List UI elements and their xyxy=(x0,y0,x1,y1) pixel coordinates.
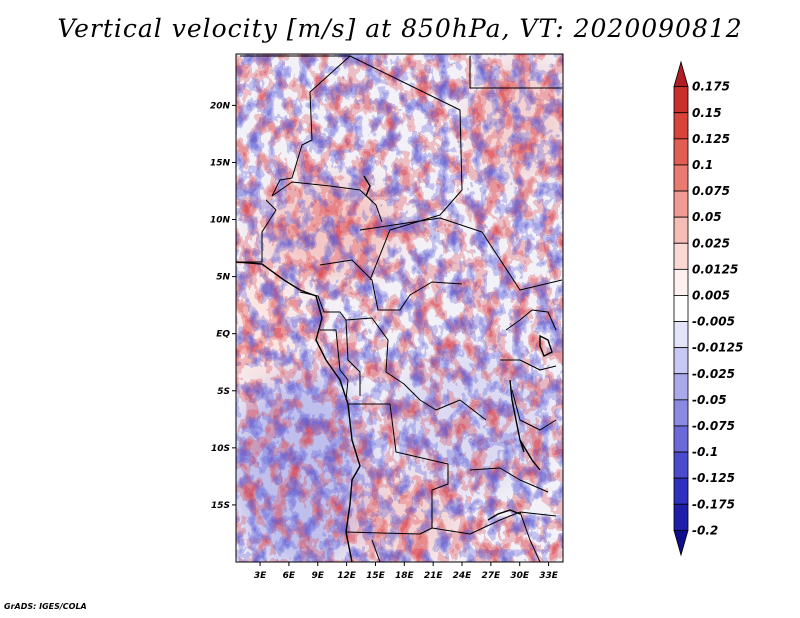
lat-tick-label: 15N xyxy=(210,158,231,168)
colorbar-segment xyxy=(673,451,689,479)
lon-tick-label: 18E xyxy=(395,571,415,581)
lat-tick-label: 10N xyxy=(210,216,231,226)
colorbar-label: 0.175 xyxy=(692,80,730,94)
colorbar-label: 0.1 xyxy=(692,158,713,172)
colorbar-label: -0.0125 xyxy=(692,341,743,355)
colorbar-segment xyxy=(673,268,689,296)
map-title: Vertical velocity [m/s] at 850hPa, VT: 2… xyxy=(57,14,743,43)
lon-tick-label: 21E xyxy=(424,571,444,581)
colorbar-label: -0.025 xyxy=(692,367,735,381)
lon-tick-label: 12E xyxy=(337,571,357,581)
colorbar-label: 0.005 xyxy=(692,288,730,302)
map-frame xyxy=(235,53,564,563)
colorbar-segment xyxy=(673,399,689,427)
lakes xyxy=(363,175,553,521)
lon-tick-label: 6E xyxy=(283,571,296,581)
colorbar-segment xyxy=(673,190,689,218)
colorbar-segment xyxy=(673,347,689,375)
colorbar-label: 0.075 xyxy=(692,184,730,198)
colorbar-segment xyxy=(673,112,689,140)
lon-tick-label: 27E xyxy=(482,571,502,581)
colorbar-segment xyxy=(673,86,689,114)
colorbar: 0.175 0.15 0.125 0.1 0.075 0.05 0.025 0.0125 0.0… xyxy=(673,60,743,557)
colorbar-label: 0.025 xyxy=(692,236,730,250)
lat-tick-label: 5S xyxy=(217,387,230,397)
lat-tick-label: 10S xyxy=(211,444,230,454)
lon-tick-label: 9E xyxy=(312,571,325,581)
colorbar-label: -0.125 xyxy=(692,471,735,485)
colorbar-segment xyxy=(673,216,689,244)
lat-tick-label: 20N xyxy=(210,101,231,111)
colorbar-label: -0.005 xyxy=(692,315,735,329)
colorbar-label: -0.05 xyxy=(692,393,727,407)
colorbar-label: -0.175 xyxy=(692,497,735,511)
map-axes: 20N 15N 10N 5N EQ 5S 10S 15S 3E 6E 9E 12E 15E 18E 21E 2… xyxy=(210,101,559,581)
colorbar-label: 0.15 xyxy=(692,106,722,120)
map-plot-area xyxy=(236,54,563,562)
colorbar-segment xyxy=(673,425,689,453)
lon-tick-label: 30E xyxy=(510,571,530,581)
colorbar-label: 0.0125 xyxy=(692,262,738,276)
colorbar-segment xyxy=(673,321,689,349)
lon-tick-label: 33E xyxy=(539,571,559,581)
lon-tick-label: 15E xyxy=(366,571,386,581)
colorbar-segment xyxy=(673,242,689,270)
colorbar-label: -0.075 xyxy=(692,419,735,433)
colorbar-cap-top xyxy=(673,60,689,88)
colorbar-cap-bottom xyxy=(673,529,689,557)
colorbar-label: 0.05 xyxy=(692,210,722,224)
colorbar-segment xyxy=(673,138,689,166)
colorbar-segment xyxy=(673,373,689,401)
lat-tick-label: EQ xyxy=(216,330,230,340)
coastline xyxy=(236,261,361,562)
colorbar-segment xyxy=(673,295,689,322)
colorbar-segment xyxy=(673,477,689,505)
lon-tick-label: 3E xyxy=(254,571,267,581)
colorbar-segment xyxy=(673,164,689,192)
colorbar-label: -0.1 xyxy=(692,445,718,459)
colorbar-label: -0.2 xyxy=(692,523,718,537)
country-borders xyxy=(240,55,563,562)
colorbar-segment xyxy=(673,503,689,531)
lon-tick-label: 24E xyxy=(453,571,473,581)
grads-credit: GrADS: IGES/COLA xyxy=(4,602,87,611)
lat-tick-label: 15S xyxy=(211,501,230,511)
lat-tick-label: 5N xyxy=(216,273,230,283)
colorbar-label: 0.125 xyxy=(692,132,730,146)
